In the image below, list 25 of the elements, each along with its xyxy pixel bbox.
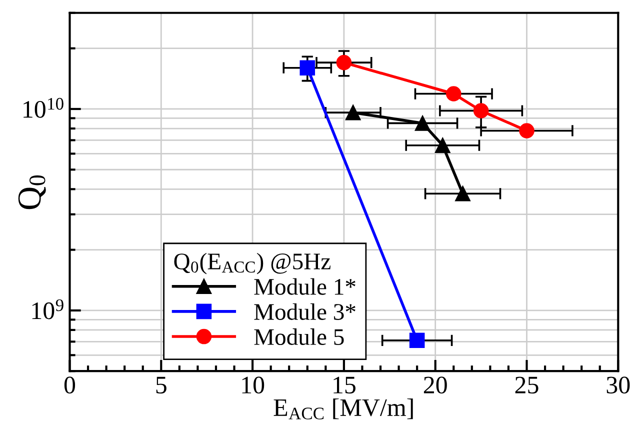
x-axis-title: E$_{ACC}$ [MV/m] xyxy=(274,398,413,420)
y-tick-label: 10$^{9}$ xyxy=(32,299,64,320)
point xyxy=(435,138,450,153)
point xyxy=(414,116,430,131)
point xyxy=(446,86,462,102)
point xyxy=(300,60,316,76)
point xyxy=(455,186,470,202)
y-axis-title: Q$_{0}$ xyxy=(18,175,46,210)
point xyxy=(473,103,489,118)
legend-label: Module 1* xyxy=(254,278,356,295)
x-tick-label: 0 xyxy=(64,376,76,394)
x-tick-label: 5 xyxy=(156,376,166,394)
legend-label: Module 5 xyxy=(254,328,344,346)
point xyxy=(345,104,361,120)
y-tick-label: 10$^{10}$ xyxy=(24,98,64,118)
x-tick-label: 15 xyxy=(334,376,356,394)
x-tick-label: 10 xyxy=(242,376,264,394)
x-tick-label: 25 xyxy=(515,376,538,394)
point xyxy=(409,332,425,348)
legend-title: Q$_{0}$(E$_{ACC}$) @5Hz xyxy=(174,252,330,274)
point xyxy=(336,54,352,70)
legend-label: Module 3* xyxy=(254,303,356,320)
x-tick-label: 20 xyxy=(424,376,447,394)
x-tick-label: 30 xyxy=(606,376,630,394)
point xyxy=(519,123,534,138)
